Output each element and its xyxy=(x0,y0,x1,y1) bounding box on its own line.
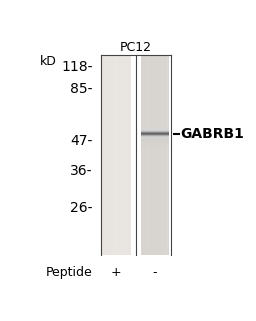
Bar xyxy=(116,55,118,255)
Text: 36-: 36- xyxy=(70,164,92,178)
Bar xyxy=(102,55,131,255)
Text: 47-: 47- xyxy=(70,134,92,148)
Text: 85-: 85- xyxy=(70,82,92,96)
Bar xyxy=(127,55,129,255)
Bar xyxy=(141,139,169,140)
Bar xyxy=(141,138,169,139)
Bar xyxy=(167,55,168,255)
Bar xyxy=(141,145,169,146)
Bar xyxy=(141,142,169,143)
Bar xyxy=(113,55,114,255)
Bar xyxy=(141,146,169,147)
Text: Peptide: Peptide xyxy=(46,265,93,279)
Text: GABRB1: GABRB1 xyxy=(180,127,244,141)
Bar xyxy=(166,55,167,255)
Text: 118-: 118- xyxy=(61,60,92,74)
Bar xyxy=(116,55,117,255)
Bar xyxy=(162,55,163,255)
Bar xyxy=(141,140,169,141)
Bar xyxy=(141,140,169,141)
Bar xyxy=(141,147,169,148)
Bar xyxy=(141,139,169,140)
Bar xyxy=(105,55,107,255)
Bar xyxy=(122,55,125,255)
Text: PC12: PC12 xyxy=(120,41,152,55)
Bar xyxy=(141,142,169,143)
Bar xyxy=(141,55,169,255)
Bar xyxy=(141,148,169,149)
Bar xyxy=(141,141,169,142)
Text: kD: kD xyxy=(40,55,57,68)
Bar xyxy=(141,147,169,148)
Bar xyxy=(141,141,169,142)
Text: 26-: 26- xyxy=(70,201,92,215)
Bar xyxy=(141,144,169,145)
Bar xyxy=(147,55,148,255)
Text: +: + xyxy=(111,265,122,279)
Bar xyxy=(141,143,169,144)
Text: -: - xyxy=(153,265,157,279)
